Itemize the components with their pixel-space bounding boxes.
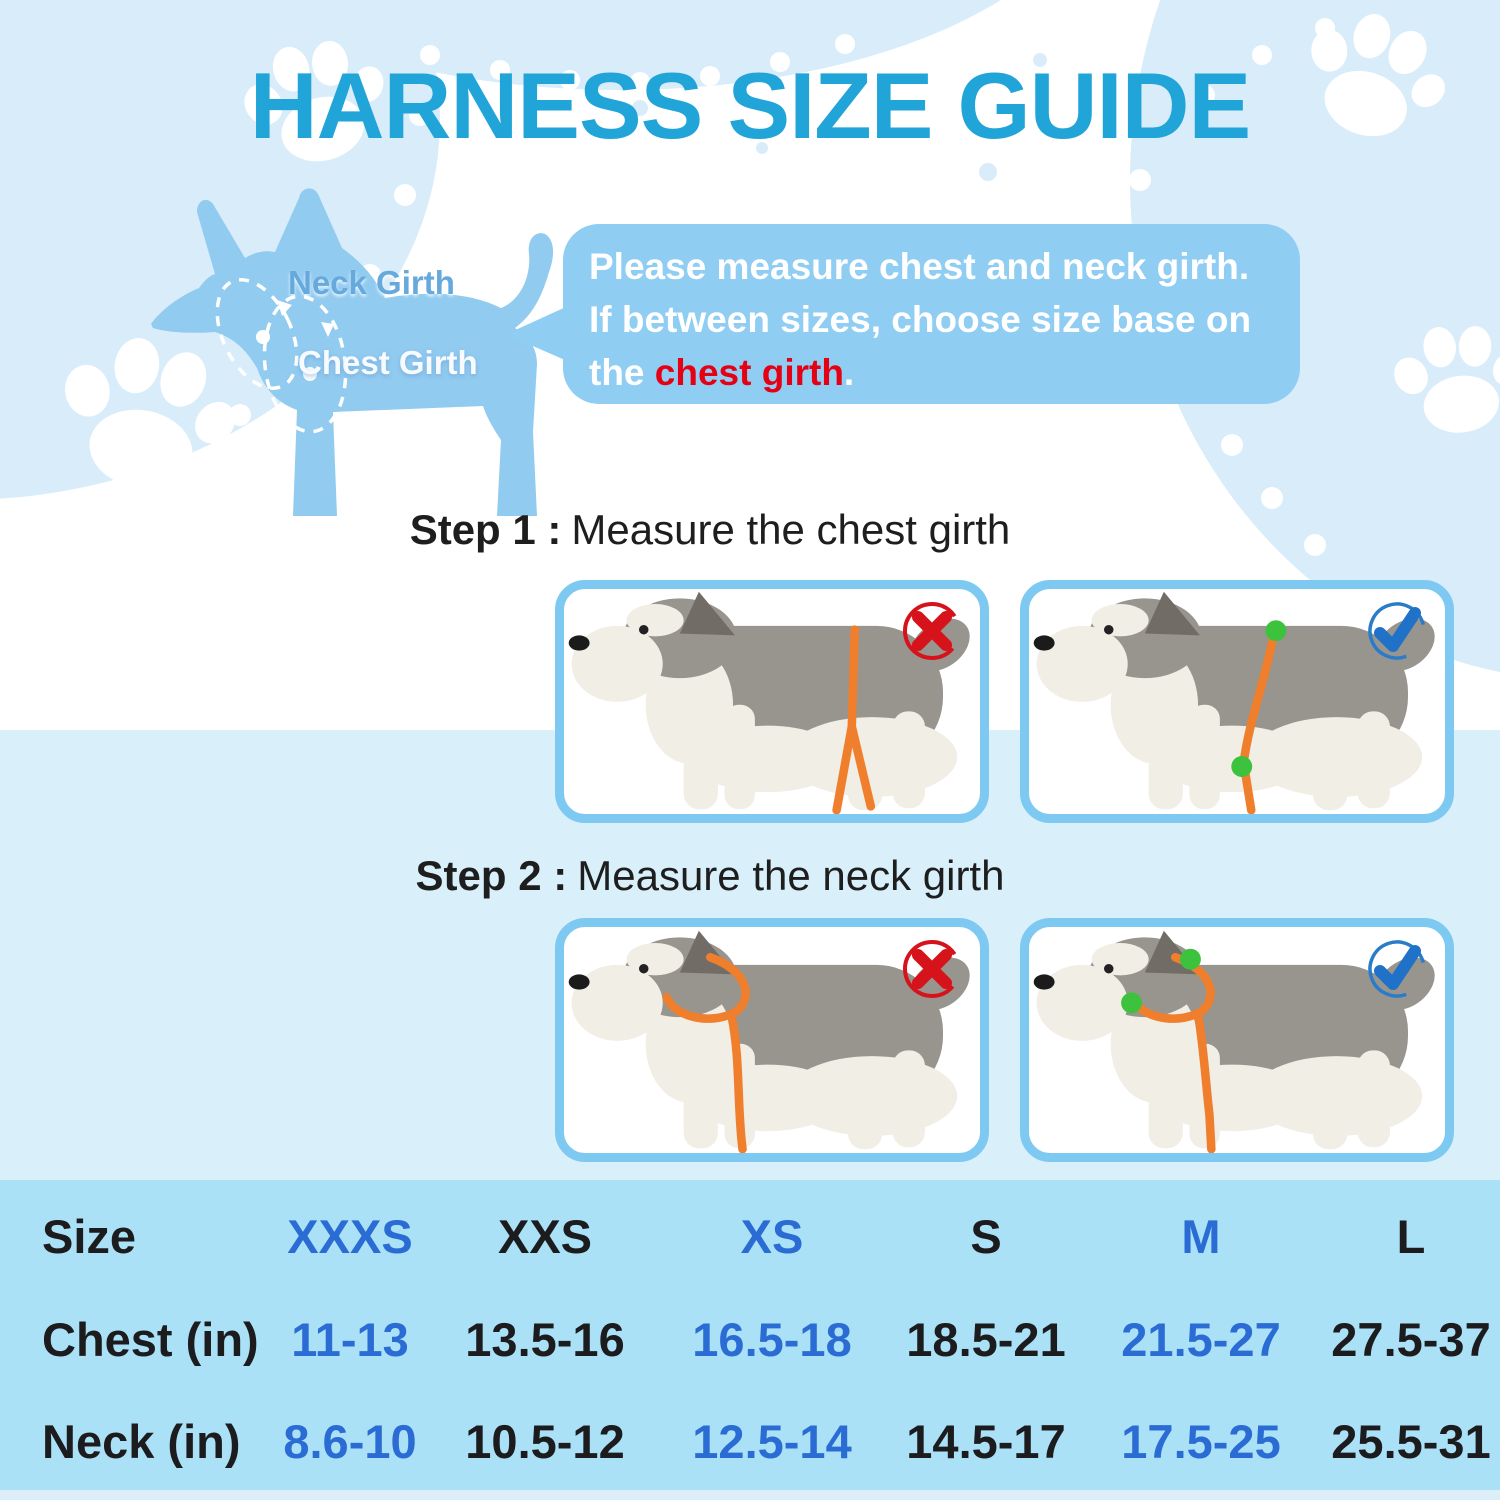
photo-card-chest-wrong	[555, 580, 989, 823]
measure-point-dot	[1231, 756, 1253, 777]
measuring-tape-wrong-position	[662, 953, 750, 1153]
table-chest-m: 21.5-27	[1121, 1313, 1281, 1366]
plush-dog-photo	[1031, 586, 1443, 814]
step-1-heading: Step 1 : Measure the chest girth	[410, 506, 1011, 554]
chest-girth-highlight: chest girth	[654, 352, 844, 393]
table-size-m: M	[1181, 1210, 1221, 1263]
chest-girth-label: Chest Girth	[298, 344, 478, 381]
bottom-edge-strip	[0, 1490, 1500, 1500]
bubble-line-2: If between sizes, choose size base on	[589, 299, 1252, 340]
table-neck-xxxs: 8.6-10	[283, 1415, 417, 1468]
step-2-text: Measure the neck girth	[577, 852, 1005, 899]
photo-card-chest-correct	[1020, 580, 1454, 823]
check-icon	[1365, 937, 1429, 1001]
speech-bubble: Please measure chest and neck girth. If …	[563, 224, 1300, 404]
dog-silhouette-diagram	[151, 188, 554, 516]
neck-girth-label: Neck Girth	[288, 264, 455, 301]
table-neck-m: 17.5-25	[1121, 1415, 1281, 1468]
table-size-xs: XS	[740, 1210, 804, 1263]
table-row-label-size: Size	[42, 1210, 137, 1263]
check-icon	[1365, 599, 1429, 663]
table-chest-s: 18.5-21	[906, 1313, 1066, 1366]
table-chest-l: 27.5-37	[1331, 1313, 1491, 1366]
photo-card-neck-wrong	[555, 918, 989, 1162]
step-2-heading: Step 2 : Measure the neck girth	[416, 852, 1005, 900]
table-size-l: L	[1396, 1210, 1426, 1263]
table-chest-xxxs: 11-13	[291, 1313, 409, 1366]
step-2-label: Step 2 :	[415, 852, 568, 899]
step-1-label: Step 1 :	[409, 506, 562, 553]
table-size-s: S	[970, 1210, 1002, 1263]
table-background-band	[0, 1180, 1500, 1500]
measuring-tape-wrong-position	[832, 625, 876, 814]
table-row-label-chest: Chest (in)	[42, 1313, 259, 1366]
table-size-xxs: XXS	[497, 1210, 593, 1263]
table-neck-l: 25.5-31	[1331, 1415, 1491, 1468]
bubble-dots	[632, 53, 1047, 181]
bubble-line-3: the chest girth.	[589, 352, 855, 393]
girth-measure-ellipses	[215, 278, 348, 434]
table-neck-s: 14.5-17	[906, 1415, 1066, 1468]
measuring-tape-neck	[1127, 953, 1216, 1153]
cross-icon	[900, 599, 964, 663]
photo-card-neck-correct	[1020, 918, 1454, 1162]
measure-point-dot	[1265, 620, 1287, 642]
measure-point-dot	[1180, 948, 1201, 970]
table-chest-xxs: 13.5-16	[465, 1313, 625, 1366]
plush-dog-photo	[566, 925, 978, 1153]
table-neck-xxs: 10.5-12	[465, 1415, 625, 1468]
step-1-text: Measure the chest girth	[571, 506, 1011, 553]
top-background-decoration	[0, 0, 1500, 672]
plush-dog-photo	[566, 586, 978, 814]
plush-dog-photo	[1031, 925, 1443, 1153]
table-neck-xs: 12.5-14	[692, 1415, 852, 1468]
cross-icon	[900, 937, 964, 1001]
measure-point-dot	[1121, 992, 1142, 1014]
table-chest-xs: 16.5-18	[692, 1313, 852, 1366]
page-title: HARNESS SIZE GUIDE	[249, 53, 1252, 158]
bubble-line-1: Please measure chest and neck girth.	[589, 246, 1250, 287]
table-size-xxxs: XXXS	[287, 1210, 413, 1263]
table-row-label-neck: Neck (in)	[42, 1415, 241, 1468]
